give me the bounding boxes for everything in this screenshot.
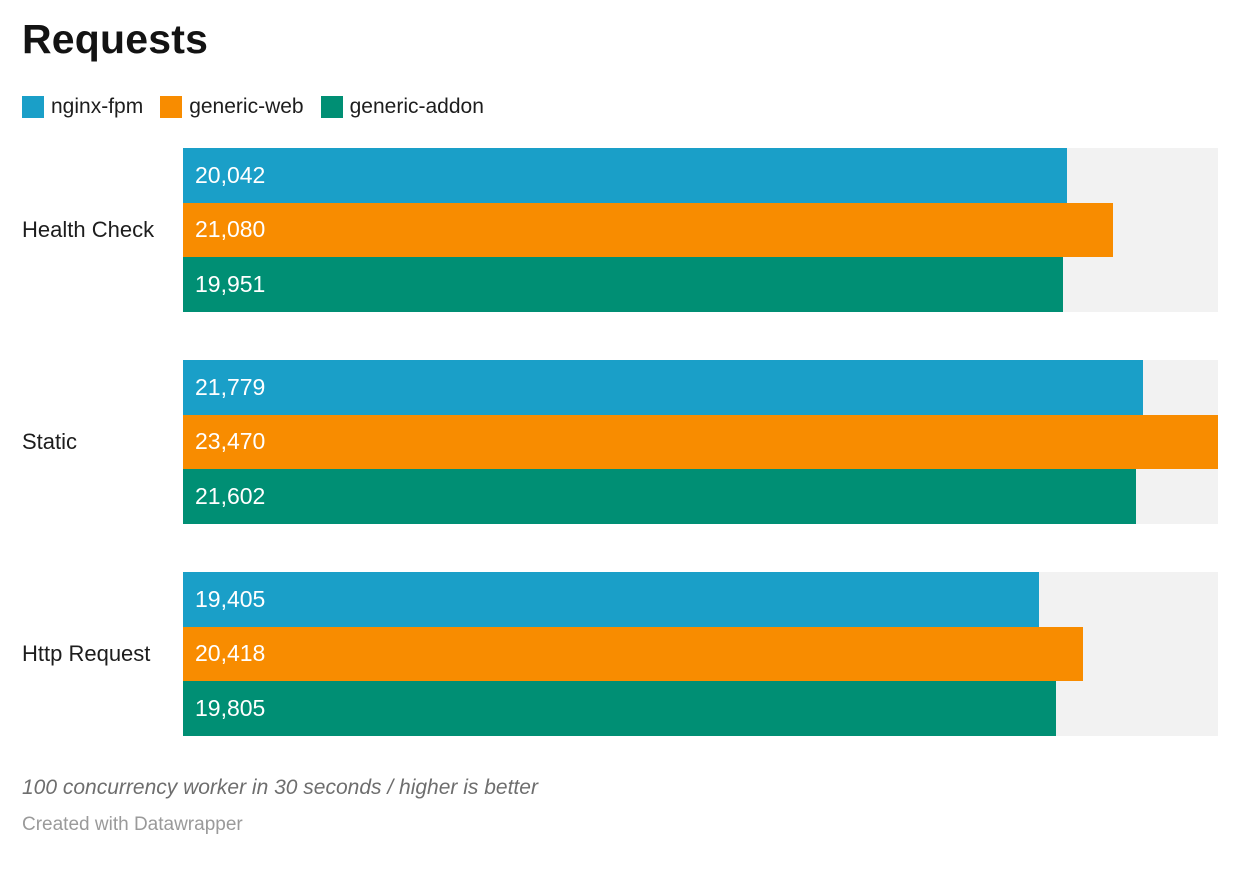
legend-swatch-icon — [320, 96, 343, 118]
bar-track: 21,602 — [183, 469, 1218, 524]
legend-item-nginx-fpm: nginx-fpm — [22, 95, 143, 119]
chart-container: Requests nginx-fpm generic-web generic-a… — [0, 16, 1240, 836]
chart-notes: 100 concurrency worker in 30 seconds / h… — [22, 775, 538, 799]
bar-value-label: 19,805 — [195, 695, 266, 722]
bar[interactable]: 20,418 — [183, 626, 1084, 682]
bar[interactable]: 19,805 — [183, 681, 1057, 736]
chart-title: Requests — [22, 16, 209, 62]
category-label: Health Check — [22, 216, 155, 242]
bar-group: Health Check 20,042 21,080 19,951 — [22, 148, 1218, 312]
legend-item-generic-addon: generic-addon — [320, 95, 484, 119]
bar-track: 21,779 — [183, 359, 1218, 415]
bar-value-label: 20,042 — [195, 161, 266, 188]
bar-track: 19,951 — [183, 257, 1218, 312]
bar-value-label: 19,951 — [195, 271, 266, 298]
bar-value-label: 21,602 — [195, 483, 266, 510]
bar-track: 19,405 — [183, 571, 1218, 627]
category-label: Http Request — [22, 640, 151, 666]
legend-label: generic-addon — [349, 95, 484, 118]
bar[interactable]: 21,080 — [183, 202, 1113, 258]
bar-track: 20,418 — [183, 626, 1218, 682]
legend-swatch-icon — [22, 96, 44, 118]
legend-label: generic-web — [189, 95, 304, 118]
bar[interactable]: 19,405 — [183, 571, 1039, 627]
bar-chart: Health Check 20,042 21,080 19,951 Static 21,7… — [22, 148, 1218, 736]
bar-value-label: 21,779 — [195, 373, 266, 400]
bar-value-label: 20,418 — [195, 640, 266, 667]
bar-value-label: 19,405 — [195, 585, 266, 612]
legend-label: nginx-fpm — [51, 95, 144, 118]
bar-track: 21,080 — [183, 202, 1218, 258]
bar-track: 20,042 — [183, 148, 1218, 203]
legend-swatch-icon — [160, 96, 183, 118]
legend-item-generic-web: generic-web — [160, 95, 304, 119]
bar[interactable]: 21,779 — [183, 359, 1144, 415]
bar-group: Static 21,779 23,470 21,602 — [22, 359, 1218, 524]
bar-group-tracks: 21,779 23,470 21,602 — [183, 359, 1218, 524]
legend: nginx-fpm generic-web generic-addon — [22, 95, 1218, 119]
bar-group-tracks: 20,042 21,080 19,951 — [183, 148, 1218, 312]
bar-track: 23,470 — [183, 414, 1218, 470]
bar-group: Http Request 19,405 20,418 19,805 — [22, 571, 1218, 736]
bar-track: 19,805 — [183, 681, 1218, 736]
bar[interactable]: 19,951 — [183, 257, 1063, 312]
bar[interactable]: 21,602 — [183, 469, 1136, 524]
datawrapper-attribution: Created with Datawrapper — [22, 813, 243, 835]
bar-value-label: 21,080 — [195, 216, 266, 243]
category-label: Static — [22, 428, 78, 454]
bar-group-tracks: 19,405 20,418 19,805 — [183, 571, 1218, 736]
bar-value-label: 23,470 — [195, 428, 266, 455]
bar[interactable]: 23,470 — [183, 414, 1218, 470]
bar[interactable]: 20,042 — [183, 148, 1067, 203]
